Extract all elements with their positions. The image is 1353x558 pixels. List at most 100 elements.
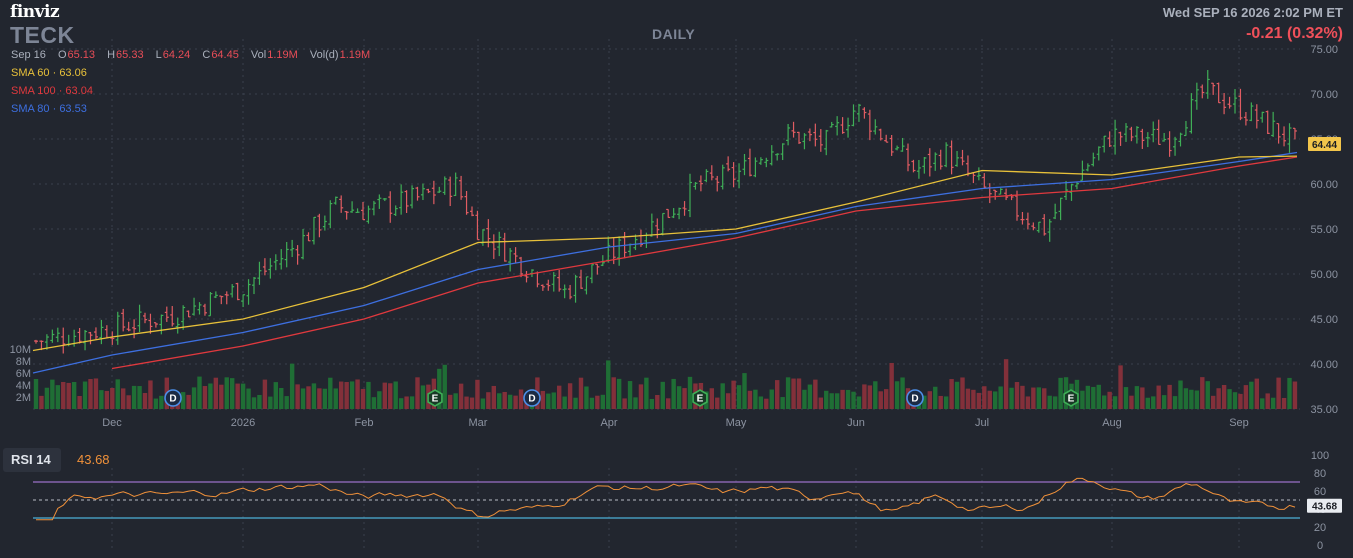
volume-bar [595,395,600,409]
volume-bar [213,377,219,409]
low-label: L [155,49,162,61]
volume-bar [769,389,774,409]
volume-bar [219,384,224,409]
price-bar [1292,127,1297,140]
rsi-line [36,477,1296,521]
volume-bar [682,388,687,409]
volume-bar [1134,386,1140,409]
price-bar [388,191,393,223]
volume-bar [633,397,638,409]
sma-60-value: 63.06 [59,67,87,79]
sma-100-legend[interactable]: SMA 100 · 63.04 [11,85,93,97]
price-bar [1249,102,1254,122]
time-axis-label: May [726,417,747,429]
price-bar [546,279,551,291]
earnings-marker: E [1063,389,1079,407]
price-bar [900,137,905,152]
price-bar [284,242,289,268]
price-bar [1189,93,1194,134]
price-bar [382,198,387,202]
price-bar [606,236,611,263]
volume-bar [55,385,60,409]
price-bar [159,314,164,335]
rsi-tag[interactable] [3,448,61,472]
volume-bar [1052,396,1058,409]
volume-bar [224,377,229,409]
price-bar [1233,89,1237,114]
volume-bar [208,383,213,409]
price-bar [562,284,567,299]
price-bar [1222,92,1227,115]
price-bar [813,123,818,147]
price-bar [742,153,747,176]
volume-bar [273,382,278,409]
volume-bar [1216,388,1221,409]
volume-bar [1221,385,1227,409]
sma-80-legend[interactable]: SMA 80 · 63.53 [11,103,87,115]
price-bar [1058,197,1063,221]
finviz-logo[interactable]: finviz [10,2,60,22]
price-bar [1276,122,1281,144]
price-bar [589,264,594,284]
event-marker-label: D [911,394,918,405]
volume-bar [289,363,295,409]
price-axis-label: 55.00 [1310,224,1338,236]
sma-80-value: 63.53 [59,103,87,115]
price-bar [208,292,213,317]
price-bar [720,164,725,190]
price-bar [595,263,600,275]
volume-bar [562,396,567,409]
price-bar [1085,163,1090,172]
price-bar [927,148,932,177]
close-value: 64.45 [211,49,239,61]
price-bar [50,329,55,343]
price-bar [453,172,458,197]
volume-bar [300,388,306,409]
volume-axis-label: 8M [16,356,31,368]
price-bar [399,184,404,215]
volume-bar [1140,387,1145,409]
price-bar [1156,119,1161,146]
price-bar [230,284,235,298]
volume-bar [279,388,284,409]
volume-bar [960,377,965,409]
volume-bar [1211,395,1216,409]
volume-bar [486,392,491,409]
volume-bar [1254,378,1259,409]
quote-datetime: Wed SEP 16 2026 2:02 PM ET [1162,5,1343,20]
price-bar [1124,123,1128,142]
sma-60-legend[interactable]: SMA 60 · 63.06 [11,67,87,79]
volume-value: 1.19M [267,49,298,61]
price-bar [486,219,491,248]
price-bar [431,180,436,205]
volume-bar [1009,387,1014,409]
price-bar [1036,221,1041,233]
axis-labels: 75.0070.0065.0060.0055.0050.0045.0040.00… [10,44,1341,429]
volume-bar [1270,397,1276,409]
volume-bar [1156,385,1161,409]
price-axis-label: 45.00 [1310,314,1338,326]
rsi-axis-label: 20 [1314,522,1326,534]
volume-bar [186,394,191,409]
price-bar [410,185,415,209]
price-bar [170,306,175,327]
price-bar [873,119,878,135]
price-bar [513,247,518,264]
price-bar [557,269,562,292]
price-bar [1091,152,1096,167]
volume-bar [33,378,39,409]
volume-bar [1129,395,1134,409]
volume-bar [360,388,366,409]
time-axis-label: 2026 [231,417,255,429]
volume-bar [1047,395,1052,409]
volume-bar [616,378,622,409]
price-bar [202,303,207,316]
price-bar [1271,111,1276,137]
price-bar [1243,111,1248,126]
price-bar [573,274,578,303]
open-value: 65.13 [67,49,96,61]
volume-bar [998,386,1003,409]
volume-bar [720,383,725,409]
volume-bar [344,382,349,409]
volume-bar [39,395,44,409]
